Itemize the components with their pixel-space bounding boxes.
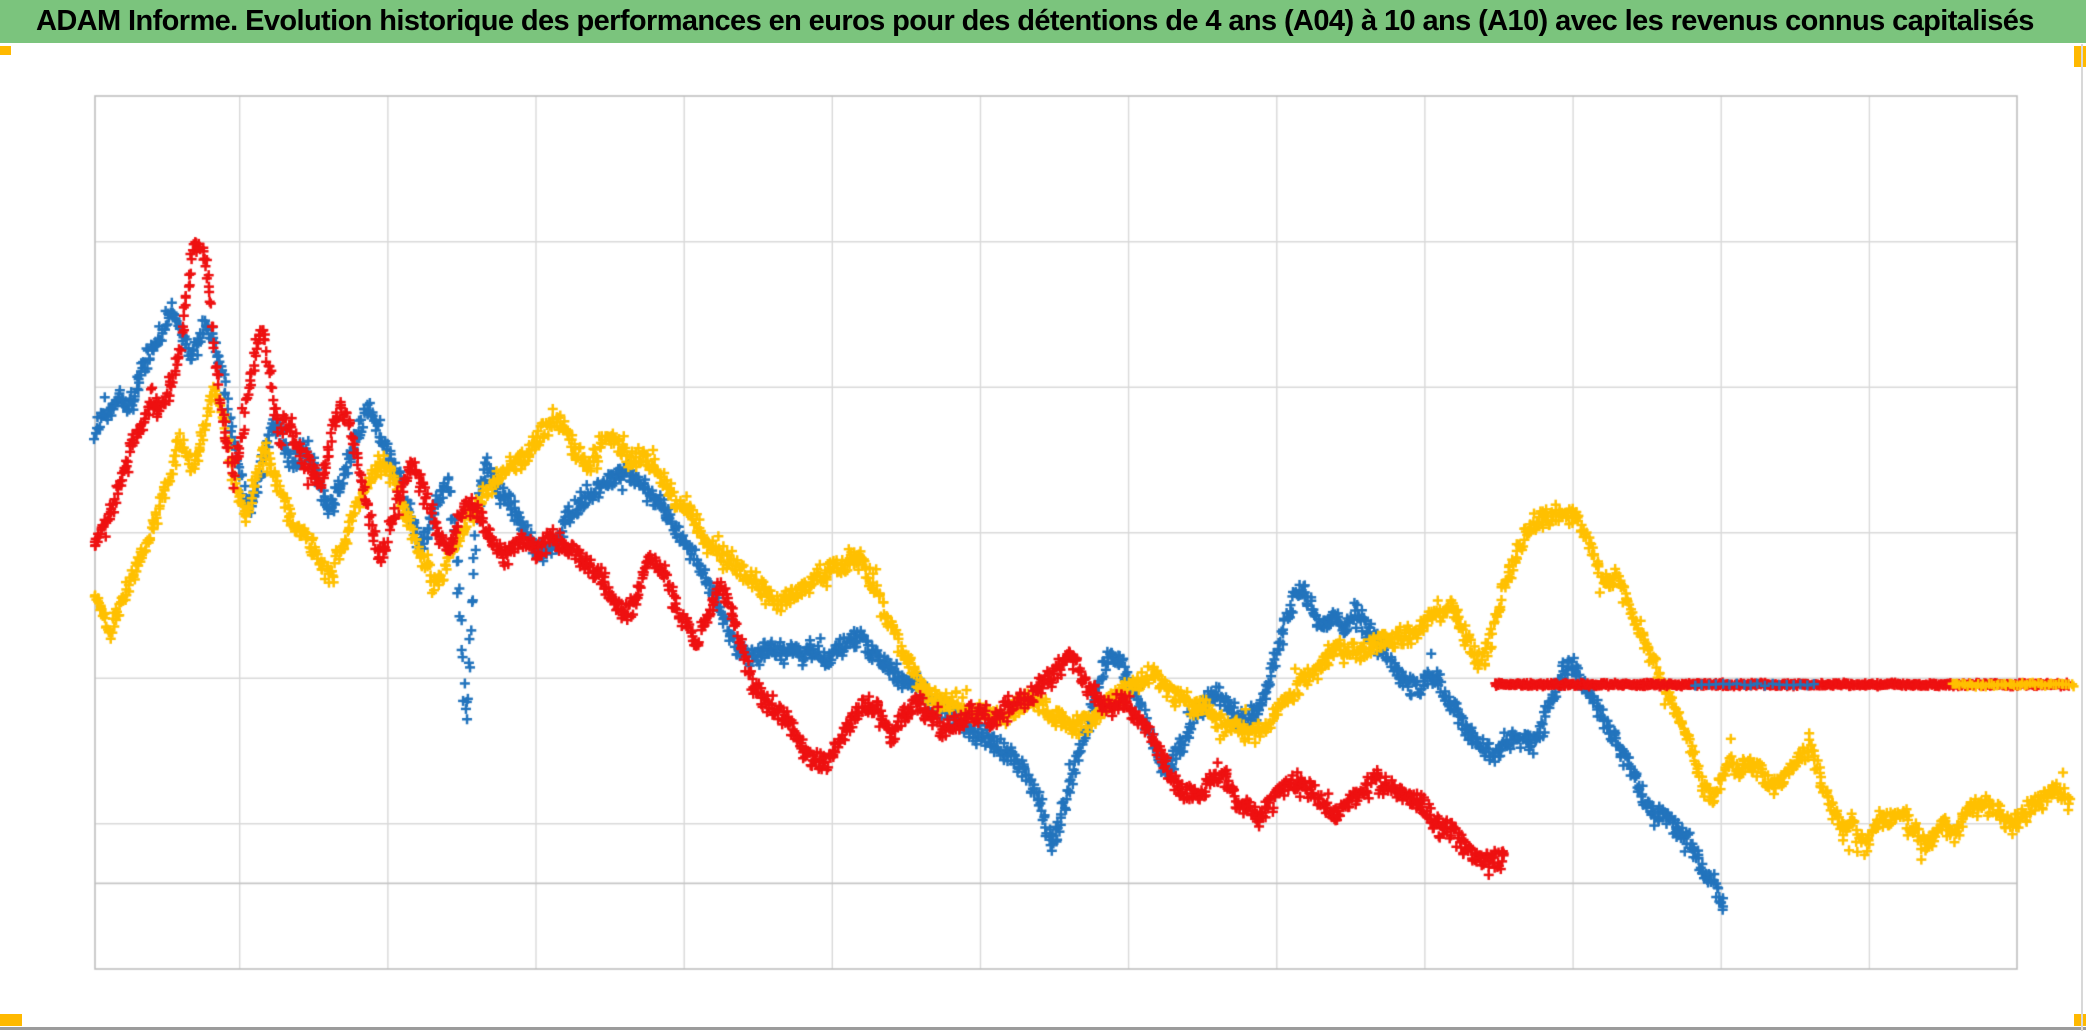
chart-region <box>0 43 2086 1031</box>
corner-mark-top-right <box>2074 46 2086 67</box>
right-edge-line <box>2081 44 2083 1031</box>
corner-mark-bottom-right <box>2074 1014 2086 1026</box>
title-bar: ADAM Informe. Evolution historique des p… <box>0 0 2086 43</box>
bottom-rule <box>0 1027 2086 1030</box>
scatter-chart-canvas <box>0 43 2086 1031</box>
corner-mark-top-left <box>0 46 11 55</box>
chart-title: ADAM Informe. Evolution historique des p… <box>36 5 2034 37</box>
corner-mark-bottom-left <box>0 1014 22 1026</box>
